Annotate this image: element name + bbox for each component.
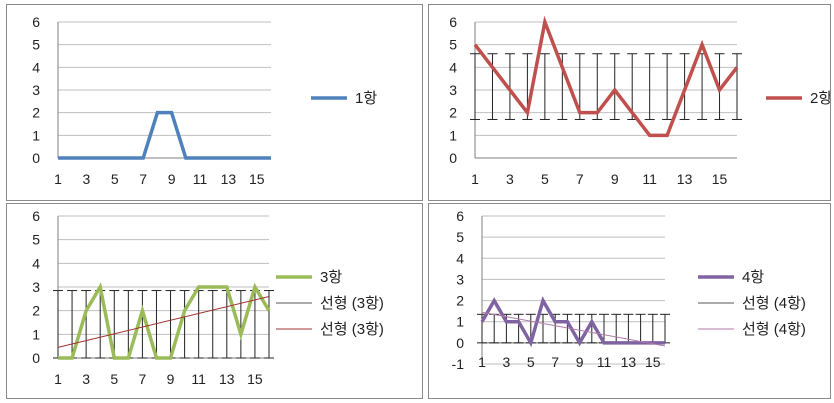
x-tick-label: 3 <box>503 354 511 370</box>
y-tick-label: 3 <box>449 82 457 98</box>
chart-panel-2: 0 1 2 3 4 5 6 1 3 5 7 9 11 13 15 2항 <box>428 4 832 201</box>
y-tick-label: 4 <box>456 250 464 266</box>
legend-label: 2항 <box>810 90 830 107</box>
x-tick-label: 9 <box>611 171 619 187</box>
trendline <box>481 311 666 347</box>
legend-label: 4항 <box>742 269 764 286</box>
x-tick-label: 11 <box>193 171 208 187</box>
x-tick-label: 9 <box>576 354 584 370</box>
series-line <box>480 296 665 348</box>
x-tick-label: 5 <box>527 354 535 370</box>
y-tick-label: 6 <box>456 208 464 224</box>
x-tick-label: 11 <box>191 371 206 387</box>
y-tick-label: -1 <box>452 356 465 372</box>
x-tick-label: 15 <box>712 171 728 187</box>
y-tick-label: 3 <box>32 82 40 98</box>
y-tick-label: 1 <box>449 127 457 143</box>
y-tick-label: 5 <box>32 37 40 53</box>
x-tick-label: 3 <box>83 171 91 187</box>
y-tick-label: 5 <box>456 229 464 245</box>
y-tick-label: 6 <box>32 14 40 30</box>
y-tick-label: 0 <box>456 335 464 351</box>
series-line <box>473 15 739 138</box>
x-tick-label: 13 <box>677 171 693 187</box>
x-tick-label: 15 <box>247 371 263 387</box>
y-tick-label: 1 <box>456 314 464 330</box>
x-tick-label: 11 <box>642 171 657 187</box>
x-tick-label: 1 <box>54 171 62 187</box>
x-tick-label: 15 <box>249 171 265 187</box>
x-tick-label: 7 <box>139 371 147 387</box>
chart-panel-4: -1 0 1 2 3 4 5 6 1 3 5 7 9 11 13 15 4항 선형 (4항) 선형 (4항) <box>428 203 831 399</box>
x-tick-label: 9 <box>167 371 175 387</box>
x-tick-label: 9 <box>168 171 176 187</box>
y-tick-label: 3 <box>456 271 464 287</box>
x-tick-label: 13 <box>219 371 235 387</box>
y-tick-label: 6 <box>32 208 40 224</box>
y-tick-label: 4 <box>449 59 457 75</box>
x-tick-label: 5 <box>541 171 549 187</box>
y-tick-label: 4 <box>32 255 40 271</box>
x-tick-label: 1 <box>54 371 62 387</box>
x-tick-label: 1 <box>478 354 486 370</box>
chart-panel-1: 0 1 2 3 4 5 6 1 3 5 7 9 11 13 15 1항 <box>6 4 423 201</box>
y-tick-label: 0 <box>32 350 40 366</box>
chart-panel-3: 0 1 2 3 4 5 6 1 3 5 7 9 11 13 15 3항 선형 (3항) 선형 (3항) <box>6 203 423 399</box>
y-tick-label: 6 <box>449 14 457 30</box>
legend-label: 선형 (3항) <box>320 321 384 338</box>
y-tick-label: 1 <box>32 127 40 143</box>
legend-label: 1항 <box>355 90 377 107</box>
y-tick-label: 2 <box>32 303 40 319</box>
y-tick-label: 5 <box>32 232 40 248</box>
y-tick-label: 2 <box>456 293 464 309</box>
y-tick-label: 5 <box>449 37 457 53</box>
trendline <box>57 295 270 348</box>
x-tick-label: 13 <box>221 171 237 187</box>
x-tick-label: 7 <box>551 354 559 370</box>
legend-label: 선형 (3항) <box>320 295 384 312</box>
x-tick-label: 5 <box>110 371 118 387</box>
legend-label: 선형 (4항) <box>742 295 806 312</box>
y-tick-label: 4 <box>32 59 40 75</box>
x-tick-label: 11 <box>597 354 612 370</box>
legend-label: 3항 <box>320 269 342 286</box>
x-tick-label: 3 <box>82 371 90 387</box>
x-tick-label: 5 <box>111 171 119 187</box>
x-tick-label: 1 <box>471 171 479 187</box>
y-tick-label: 2 <box>32 105 40 121</box>
series-line <box>58 282 271 360</box>
x-tick-label: 7 <box>139 171 147 187</box>
series-line <box>58 110 271 160</box>
legend-label: 선형 (4항) <box>742 321 806 338</box>
y-tick-label: 0 <box>449 150 457 166</box>
x-tick-label: 3 <box>506 171 514 187</box>
y-tick-label: 0 <box>32 150 40 166</box>
x-tick-label: 15 <box>645 354 661 370</box>
x-tick-label: 13 <box>621 354 637 370</box>
x-tick-label: 7 <box>576 171 584 187</box>
y-tick-label: 3 <box>32 279 40 295</box>
y-tick-label: 1 <box>32 326 40 342</box>
y-tick-label: 2 <box>449 105 457 121</box>
